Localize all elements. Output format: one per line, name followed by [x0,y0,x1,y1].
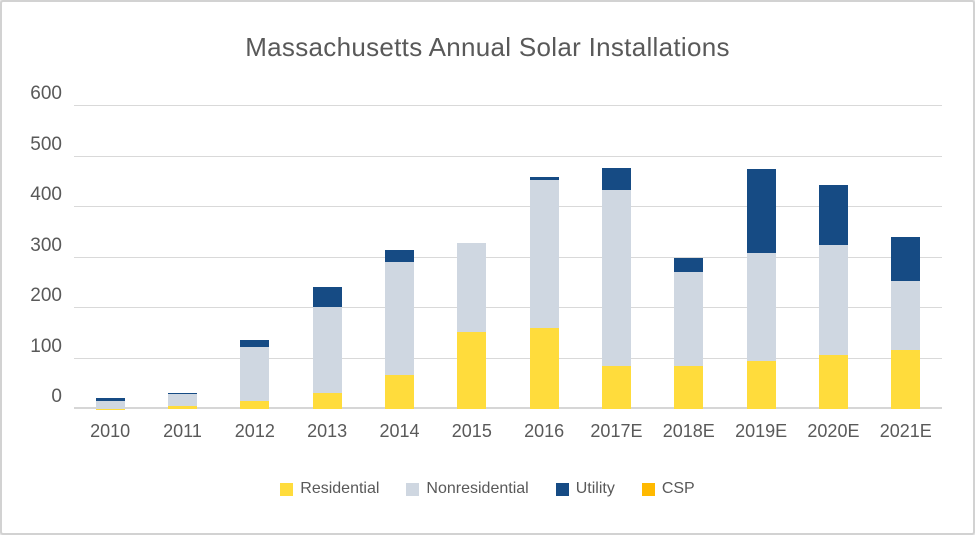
y-axis: 0 100 200 300 400 500 600 [2,83,62,409]
bar-segment-utility-2016 [529,176,559,180]
legend-item-csp: CSP [641,480,695,498]
legend-swatch-icon [555,482,569,496]
x-tick-label-2021E: 2021E [879,421,932,441]
y-tick-label-0: 0 [51,386,62,407]
bar-segment-utility-2018E [674,257,704,272]
bar-segment-utility-2013 [312,287,342,307]
bar-segment-nonresidential-2016 [529,179,559,328]
legend-swatch-icon [406,482,420,496]
legend-swatch-icon [280,482,294,496]
bar-2018E [653,106,725,409]
bar-segment-nonresidential-2021E [891,281,921,351]
x-axis: 2010 2011 2012 2013 2014 2015 2016 2017E 2018E 20… [74,421,942,442]
bar-2014 [363,106,435,409]
bar-segment-residential-2016 [529,327,559,409]
bar-2020E [797,106,869,409]
bar-2015 [436,106,508,409]
gridline-400 [74,206,942,207]
x-tick-label-2020E: 2020E [807,421,860,441]
bar-2021E [870,106,942,409]
bar-segment-nonresidential-2019E [746,253,776,361]
bar-segment-nonresidential-2014 [384,261,414,376]
legend-label: Utility [575,480,615,497]
gridline-600 [74,105,942,106]
legend-item-nonresidential: Nonresidential [406,480,529,498]
bar-segment-residential-2017E [601,366,631,409]
bar-2013 [291,106,363,409]
bar-segment-residential-2020E [818,354,848,409]
bar-segment-utility-2011 [167,393,197,395]
bar-2016 [508,106,580,409]
bar-segment-nonresidential-2010 [95,400,125,409]
x-tick-label-2012: 2012 [234,421,275,441]
bar-segment-utility-2014 [384,249,414,262]
bar-2010 [74,106,146,409]
y-tick-label-100: 100 [30,335,62,357]
bar-segment-residential-2013 [312,393,342,409]
bar-segment-utility-2020E [818,185,848,246]
legend-item-residential: Residential [280,480,379,498]
x-tick-label-2018E: 2018E [662,421,715,441]
gridline-300 [74,256,942,258]
x-tick-label-2010: 2010 [90,421,131,441]
legend-label: CSP [661,480,695,497]
bar-2011 [146,106,218,409]
bar-segment-residential-2011 [167,405,197,409]
gridline-100 [74,357,942,359]
bar-segment-residential-2015 [457,331,487,409]
bar-segment-residential-2018E [674,366,704,409]
x-tick-label-2013: 2013 [307,421,348,441]
bar-2019E [725,106,797,409]
gridline-0 [74,407,942,409]
bar-2017E [580,106,652,409]
bar-segment-residential-2010 [95,408,125,409]
bar-segment-nonresidential-2012 [240,346,270,401]
bar-segment-utility-2010 [95,397,125,401]
bar-segment-nonresidential-2011 [167,394,197,406]
legend-label: Nonresidential [426,480,529,497]
plot-area [74,105,942,409]
x-tick-label-2014: 2014 [379,421,420,441]
bar-segment-nonresidential-2015 [457,242,487,332]
bar-segment-nonresidential-2013 [312,306,342,394]
bar-segment-utility-2012 [240,340,270,347]
y-tick-label-500: 500 [30,133,62,155]
x-tick-label-2015: 2015 [451,421,492,441]
x-tick-label-2017E: 2017E [590,421,643,441]
legend: Residential Nonresidential Utility CSP [2,480,973,498]
legend-item-utility: Utility [555,480,615,498]
x-tick-label-2011: 2011 [163,421,202,441]
bar-segment-nonresidential-2020E [818,245,848,355]
bar-segment-residential-2021E [891,350,921,409]
bar-2012 [219,106,291,409]
x-tick-label-2016: 2016 [524,421,565,441]
gridline-200 [74,307,942,308]
bar-segment-utility-2019E [746,169,776,254]
y-tick-label-600: 600 [30,83,62,104]
chart-title: Massachusetts Annual Solar Installations [245,32,730,62]
x-tick-label-2019E: 2019E [735,421,788,441]
y-tick-label-400: 400 [30,184,62,205]
bar-segment-nonresidential-2017E [601,189,631,367]
bar-segment-nonresidential-2018E [674,271,704,367]
bar-segment-residential-2012 [240,400,270,409]
bar-segment-residential-2014 [384,375,414,409]
bar-segment-utility-2017E [601,168,631,190]
legend-label: Residential [300,480,380,497]
y-tick-label-200: 200 [30,285,62,306]
y-tick-label-300: 300 [30,234,62,256]
bar-segment-residential-2019E [746,360,776,409]
gridline-500 [74,155,942,157]
legend-swatch-icon [641,482,655,496]
bar-segment-utility-2021E [891,236,921,282]
bars-row [74,106,942,409]
